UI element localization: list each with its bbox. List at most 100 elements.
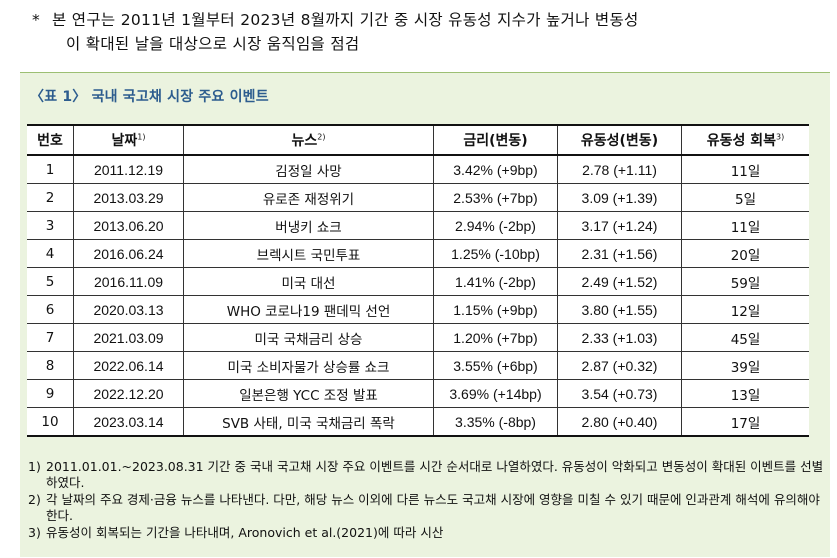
- header-rate: 금리(변동): [433, 124, 558, 156]
- cell-recovery: 13일: [681, 379, 809, 408]
- cell-number: 5: [27, 267, 74, 296]
- asterisk: *: [32, 11, 41, 29]
- cell-news: 미국 소비자물가 상승률 쇼크: [183, 351, 434, 380]
- cell-liquidity: 2.80 (+0.40): [557, 407, 682, 437]
- footnote-ref: 2): [317, 132, 326, 142]
- cell-number: 1: [27, 154, 74, 184]
- intro-line-2: 이 확대된 날을 대상으로 시장 움직임을 점검: [66, 35, 360, 53]
- header-news: 뉴스2): [183, 124, 434, 156]
- cell-rate: 1.41% (-2bp): [433, 267, 558, 296]
- cell-rate: 1.15% (+9bp): [433, 295, 558, 324]
- cell-recovery: 12일: [681, 295, 809, 324]
- cell-number: 6: [27, 295, 74, 324]
- footnote-ref: 1): [137, 132, 146, 142]
- cell-date: 2022.12.20: [73, 379, 184, 408]
- intro-line-1: 본 연구는 2011년 1월부터 2023년 8월까지 기간 중 시장 유동성 …: [52, 11, 639, 29]
- cell-liquidity: 3.09 (+1.39): [557, 183, 682, 212]
- cell-number: 7: [27, 323, 74, 352]
- table-row: 8 2022.06.14 미국 소비자물가 상승률 쇼크 3.55% (+6bp) 2.…: [27, 351, 809, 380]
- footnote-ref: 3): [776, 132, 785, 142]
- cell-recovery: 39일: [681, 351, 809, 380]
- cell-recovery: 11일: [681, 211, 809, 240]
- header-number: 번호: [27, 124, 74, 156]
- header-label: 유동성 회복: [706, 133, 777, 149]
- cell-liquidity: 3.54 (+0.73): [557, 379, 682, 408]
- table-row: 6 2020.03.13 WHO 코로나19 팬데믹 선언 1.15% (+9bp) 3…: [27, 295, 809, 324]
- cell-number: 8: [27, 351, 74, 380]
- cell-liquidity: 2.49 (+1.52): [557, 267, 682, 296]
- footnote: 3) 유동성이 회복되는 기간을 나타내며, Aronovich et al.(2…: [28, 525, 828, 541]
- cell-number: 2: [27, 183, 74, 212]
- cell-liquidity: 2.87 (+0.32): [557, 351, 682, 380]
- footnote: 1) 2011.01.01.~2023.08.31 기간 중 국내 국고채 시장 …: [28, 459, 828, 491]
- cell-rate: 3.35% (-8bp): [433, 407, 558, 437]
- header-label: 금리(변동): [463, 133, 528, 149]
- cell-liquidity: 2.33 (+1.03): [557, 323, 682, 352]
- cell-number: 9: [27, 379, 74, 408]
- table-row: 10 2023.03.14 SVB 사태, 미국 국채금리 폭락 3.35% (-8b…: [27, 407, 809, 437]
- cell-news: 김정일 사망: [183, 154, 434, 184]
- cell-recovery: 5일: [681, 183, 809, 212]
- footnotes: 1) 2011.01.01.~2023.08.31 기간 중 국내 국고채 시장 …: [28, 459, 828, 542]
- cell-number: 4: [27, 239, 74, 268]
- cell-news: WHO 코로나19 팬데믹 선언: [183, 295, 434, 324]
- footnote: 2) 각 날짜의 주요 경제·금융 뉴스를 나타낸다. 다만, 해당 뉴스 이외에…: [28, 492, 828, 524]
- cell-date: 2022.06.14: [73, 351, 184, 380]
- cell-number: 10: [27, 407, 74, 437]
- footnote-text: 유동성이 회복되는 기간을 나타내며, Aronovich et al.(202…: [46, 525, 444, 540]
- footnote-text: 2011.01.01.~2023.08.31 기간 중 국내 국고채 시장 주요…: [46, 459, 824, 490]
- cell-rate: 3.42% (+9bp): [433, 154, 558, 184]
- header-liquidity: 유동성(변동): [557, 124, 682, 156]
- cell-date: 2016.06.24: [73, 239, 184, 268]
- header-label: 뉴스: [291, 133, 318, 149]
- table-body: 1 2011.12.19 김정일 사망 3.42% (+9bp) 2.78 (+1.11…: [27, 154, 809, 437]
- cell-news: 버냉키 쇼크: [183, 211, 434, 240]
- cell-date: 2011.12.19: [73, 154, 184, 184]
- cell-rate: 1.20% (+7bp): [433, 323, 558, 352]
- footnote-text: 각 날짜의 주요 경제·금융 뉴스를 나타낸다. 다만, 해당 뉴스 이외에 다…: [46, 492, 820, 523]
- cell-date: 2020.03.13: [73, 295, 184, 324]
- header-recovery: 유동성 회복3): [681, 124, 809, 156]
- cell-liquidity: 3.17 (+1.24): [557, 211, 682, 240]
- cell-liquidity: 2.31 (+1.56): [557, 239, 682, 268]
- cell-liquidity: 2.78 (+1.11): [557, 154, 682, 184]
- cell-recovery: 17일: [681, 407, 809, 437]
- header-row: 번호 날짜1) 뉴스2) 금리(변동) 유동성(변동) 유동성 회복3): [27, 124, 809, 156]
- cell-date: 2021.03.09: [73, 323, 184, 352]
- cell-recovery: 20일: [681, 239, 809, 268]
- cell-rate: 1.25% (-10bp): [433, 239, 558, 268]
- cell-news: 유로존 재정위기: [183, 183, 434, 212]
- cell-news: SVB 사태, 미국 국채금리 폭락: [183, 407, 434, 437]
- table-row: 9 2022.12.20 일본은행 YCC 조정 발표 3.69% (+14bp) 3.…: [27, 379, 809, 408]
- header-label: 번호: [37, 133, 63, 149]
- cell-recovery: 45일: [681, 323, 809, 352]
- cell-rate: 2.94% (-2bp): [433, 211, 558, 240]
- intro-text: * 본 연구는 2011년 1월부터 2023년 8월까지 기간 중 시장 유동…: [32, 8, 833, 56]
- header-label: 유동성(변동): [580, 133, 659, 149]
- footnote-key: 3): [28, 525, 41, 540]
- table-caption: 〈표 1〉 국내 국고채 시장 주요 이벤트: [30, 89, 269, 105]
- cell-news: 일본은행 YCC 조정 발표: [183, 379, 434, 408]
- table-panel: 〈표 1〉 국내 국고채 시장 주요 이벤트 번호 날짜1) 뉴스2) 금리(변동) 유…: [20, 72, 830, 557]
- header-label: 날짜: [111, 133, 138, 149]
- footnote-key: 1): [28, 459, 41, 474]
- cell-recovery: 59일: [681, 267, 809, 296]
- header-date: 날짜1): [73, 124, 184, 156]
- table-row: 5 2016.11.09 미국 대선 1.41% (-2bp) 2.49 (+1.52)…: [27, 267, 809, 296]
- cell-rate: 3.55% (+6bp): [433, 351, 558, 380]
- cell-news: 미국 국채금리 상승: [183, 323, 434, 352]
- table-row: 4 2016.06.24 브렉시트 국민투표 1.25% (-10bp) 2.31 (+…: [27, 239, 809, 268]
- cell-news: 미국 대선: [183, 267, 434, 296]
- cell-liquidity: 3.80 (+1.55): [557, 295, 682, 324]
- cell-recovery: 11일: [681, 154, 809, 184]
- cell-rate: 2.53% (+7bp): [433, 183, 558, 212]
- table-row: 7 2021.03.09 미국 국채금리 상승 1.20% (+7bp) 2.33 (+…: [27, 323, 809, 352]
- table-row: 2 2013.03.29 유로존 재정위기 2.53% (+7bp) 3.09 (+1.…: [27, 183, 809, 212]
- table-row: 3 2013.06.20 버냉키 쇼크 2.94% (-2bp) 3.17 (+1.24…: [27, 211, 809, 240]
- footnote-key: 2): [28, 492, 41, 507]
- events-table: 번호 날짜1) 뉴스2) 금리(변동) 유동성(변동) 유동성 회복3) 1 2011.12…: [27, 124, 809, 437]
- cell-date: 2013.06.20: [73, 211, 184, 240]
- cell-news: 브렉시트 국민투표: [183, 239, 434, 268]
- table-row: 1 2011.12.19 김정일 사망 3.42% (+9bp) 2.78 (+1.11…: [27, 154, 809, 184]
- cell-number: 3: [27, 211, 74, 240]
